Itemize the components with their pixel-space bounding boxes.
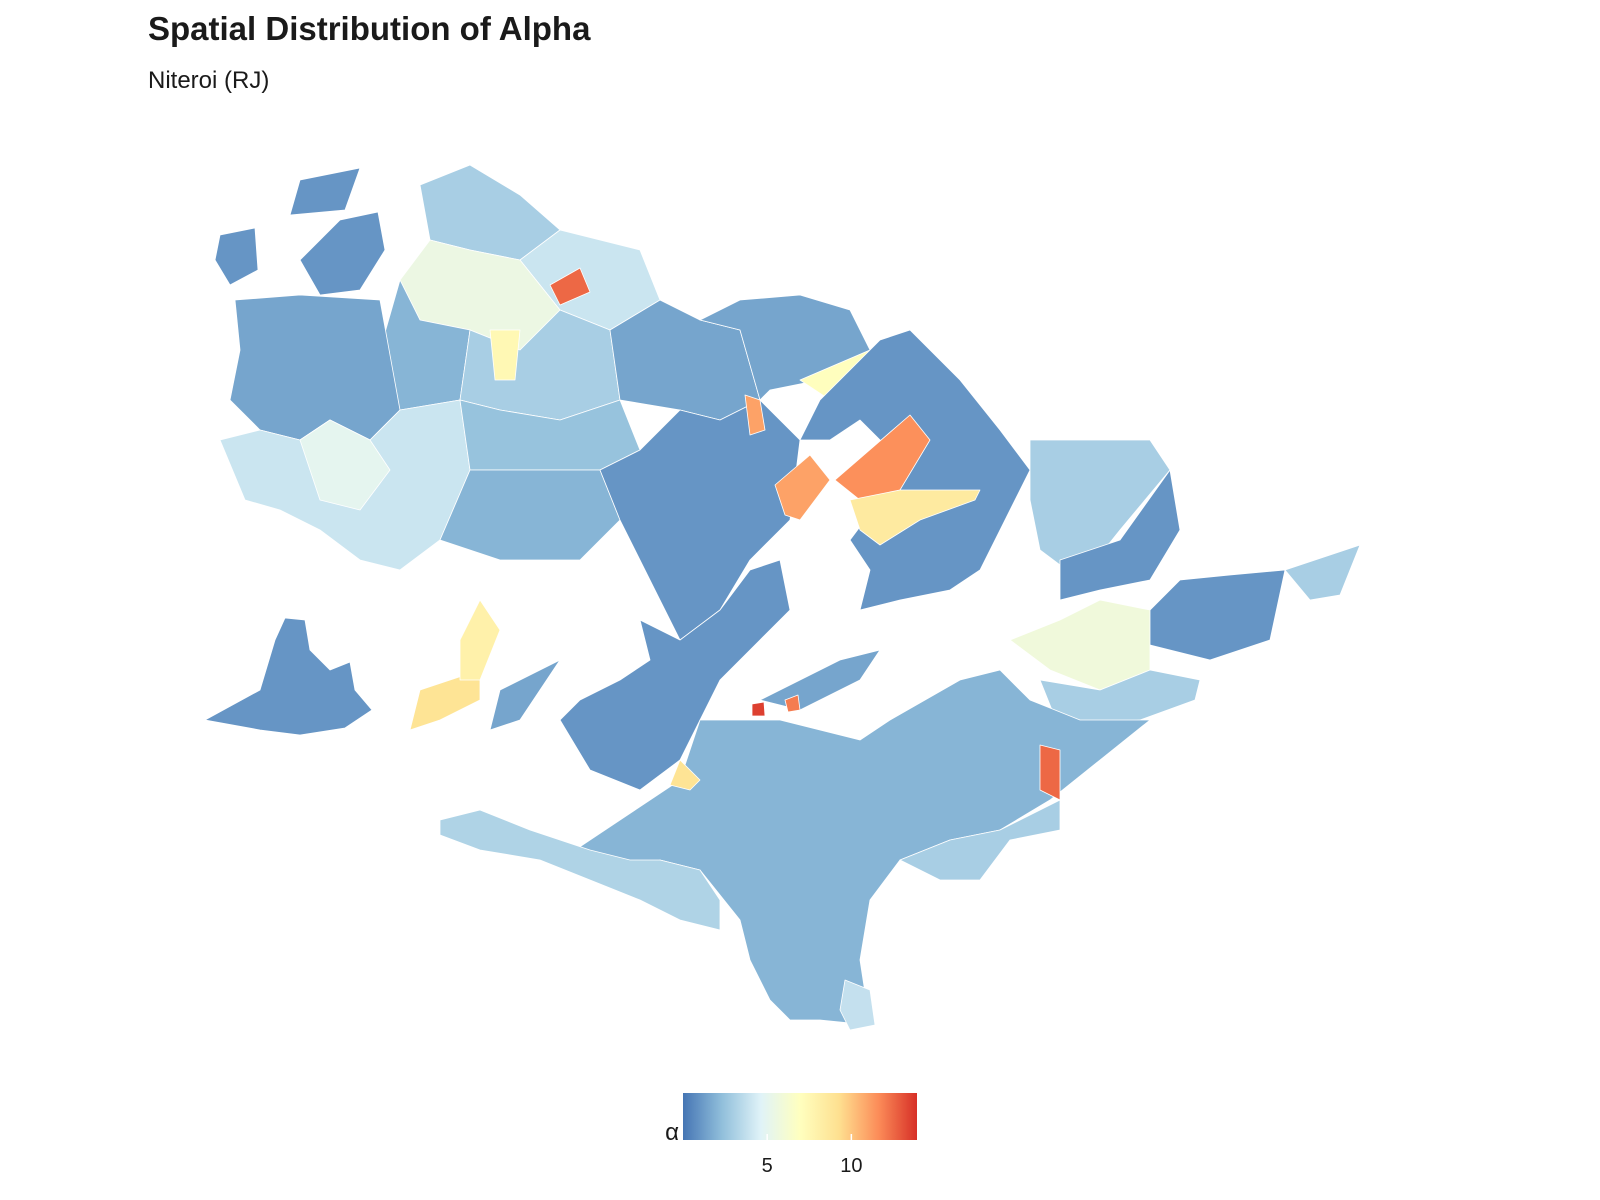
chart-title: Spatial Distribution of Alpha — [148, 10, 591, 47]
region — [214, 227, 259, 286]
region — [439, 469, 621, 561]
region — [759, 649, 881, 711]
region — [1009, 599, 1151, 691]
region — [489, 329, 521, 381]
region — [599, 399, 801, 641]
region — [799, 329, 1031, 611]
region — [899, 799, 1061, 881]
colorbar — [683, 1093, 917, 1140]
region — [744, 394, 766, 436]
region — [839, 979, 876, 1031]
region — [774, 454, 831, 521]
region — [204, 617, 373, 736]
region — [849, 489, 981, 546]
colorbar-tick-label: 10 — [840, 1155, 862, 1177]
region — [1139, 569, 1286, 661]
region — [669, 759, 701, 791]
region — [549, 267, 591, 306]
legend-title: α — [665, 1119, 679, 1146]
region — [751, 701, 766, 717]
region — [229, 294, 401, 441]
region — [299, 419, 391, 511]
region — [439, 809, 721, 931]
regions — [204, 164, 1361, 1031]
region — [299, 211, 386, 296]
region — [1059, 469, 1181, 601]
region — [489, 659, 561, 731]
region — [289, 167, 361, 216]
chart-subtitle: Niteroi (RJ) — [148, 67, 269, 94]
region — [1039, 744, 1061, 801]
region — [834, 414, 931, 501]
region — [784, 694, 801, 713]
colorbar-tick-label: 5 — [762, 1155, 773, 1177]
region — [459, 599, 501, 681]
region — [1284, 544, 1361, 601]
